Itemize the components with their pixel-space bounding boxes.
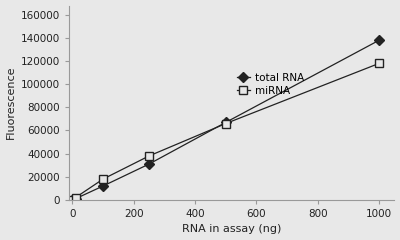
miRNA: [70, 198, 75, 201]
total RNA: [70, 198, 75, 201]
miRNA: [223, 122, 228, 125]
total RNA: [101, 185, 106, 187]
Legend: total RNA, miRNA: total RNA, miRNA: [237, 73, 304, 96]
miRNA: [147, 155, 152, 157]
total RNA: [223, 121, 228, 124]
Line: total RNA: total RNA: [69, 37, 382, 203]
total RNA: [73, 197, 78, 200]
miRNA: [377, 62, 382, 65]
miRNA: [73, 196, 78, 199]
Line: miRNA: miRNA: [68, 59, 383, 204]
Y-axis label: Fluorescence: Fluorescence: [6, 66, 16, 139]
miRNA: [101, 178, 106, 180]
total RNA: [147, 162, 152, 165]
X-axis label: RNA in assay (ng): RNA in assay (ng): [182, 224, 282, 234]
total RNA: [377, 39, 382, 42]
